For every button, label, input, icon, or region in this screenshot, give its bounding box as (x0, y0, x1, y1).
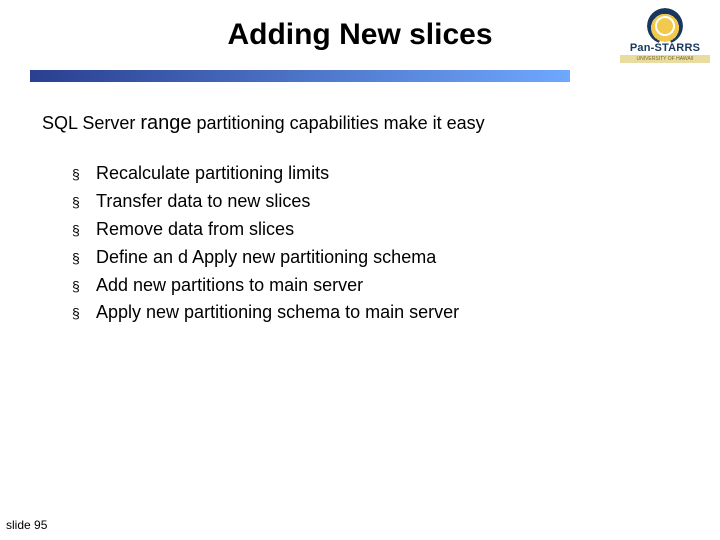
bullet-text: Apply new partitioning schema to main se… (96, 299, 459, 327)
list-item: § Apply new partitioning schema to main … (72, 299, 459, 327)
bullet-text: Add new partitions to main server (96, 272, 363, 300)
brand-logo: Pan-STARRS UNIVERSITY OF HAWAII (620, 6, 710, 66)
bullet-marker-icon: § (72, 276, 96, 298)
intro-emph: range (140, 112, 191, 134)
logo-sun-icon (657, 18, 673, 34)
logo-subtitle: UNIVERSITY OF HAWAII (620, 55, 710, 63)
logo-brand-text: Pan-STARRS (620, 42, 710, 54)
bullet-marker-icon: § (72, 192, 96, 214)
slide-number: slide 95 (6, 518, 47, 532)
slide: Adding New slices Pan-STARRS UNIVERSITY … (0, 0, 720, 540)
list-item: § Recalculate partitioning limits (72, 160, 459, 188)
list-item: § Transfer data to new slices (72, 188, 459, 216)
list-item: § Remove data from slices (72, 216, 459, 244)
intro-line: SQL Server range partitioning capabiliti… (42, 112, 485, 135)
slide-title: Adding New slices (0, 18, 720, 52)
list-item: § Define an d Apply new partitioning sch… (72, 244, 459, 272)
bullet-text: Recalculate partitioning limits (96, 160, 329, 188)
bullet-text: Transfer data to new slices (96, 188, 310, 216)
list-item: § Add new partitions to main server (72, 272, 459, 300)
bullet-marker-icon: § (72, 303, 96, 325)
bullet-marker-icon: § (72, 248, 96, 270)
intro-suffix: partitioning capabilities make it easy (192, 113, 485, 133)
bullet-marker-icon: § (72, 164, 96, 186)
title-underline (30, 70, 570, 82)
intro-prefix: SQL Server (42, 113, 140, 133)
bullet-marker-icon: § (72, 220, 96, 242)
bullet-text: Remove data from slices (96, 216, 294, 244)
bullet-list: § Recalculate partitioning limits § Tran… (72, 160, 459, 327)
bullet-text: Define an d Apply new partitioning schem… (96, 244, 436, 272)
